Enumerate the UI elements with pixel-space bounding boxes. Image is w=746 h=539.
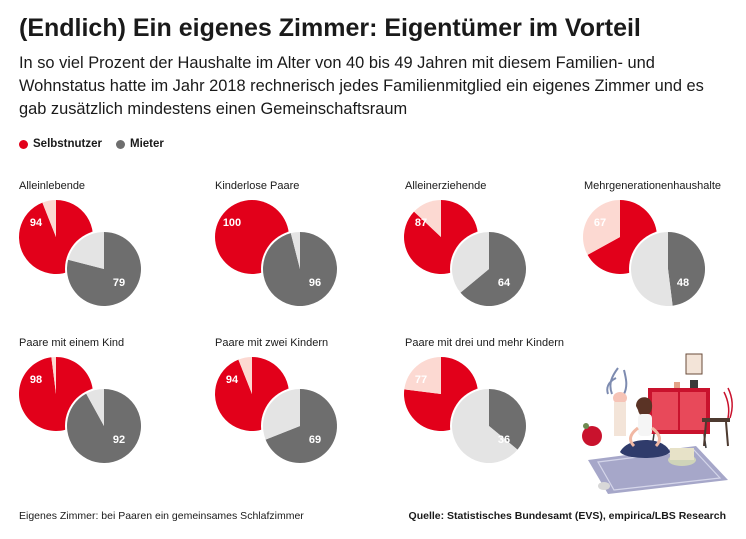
panel-label-paare-mit-zwei-kindern: Paare mit zwei Kindern — [215, 337, 329, 349]
pie-alleinlebende-selbstnutzer-remainder-slice — [42, 200, 56, 237]
pie-alleinlebende-mieter-remainder-slice — [68, 231, 104, 269]
pie-mehrgenerationenhaushalte-selbstnutzer-value-label: 67 — [594, 217, 606, 229]
footnote: Eigenes Zimmer: bei Paaren ein gemeinsam… — [19, 510, 304, 522]
pie-paare-mit-zwei-kindern-mieter-slice — [265, 389, 338, 464]
pie-alleinlebende-mieter-value-label: 79 — [113, 277, 125, 289]
legend-label-selbstnutzer: Selbstnutzer — [33, 138, 103, 150]
panel-label-alleinerziehende: Alleinerziehende — [405, 180, 487, 192]
pie-alleinerziehende-mieter-remainder-slice — [452, 232, 489, 293]
pie-kinderlose-paare-selbstnutzer-value-label: 100 — [223, 217, 241, 229]
pie-paare-mit-einem-kind-selbstnutzer-value-label: 98 — [30, 374, 42, 386]
pie-paare-mit-zwei-kindern-selbstnutzer-remainder-slice — [238, 357, 252, 394]
pie-alleinerziehende-mieter-slice — [460, 232, 527, 306]
legend: Selbstnutzer Mieter — [19, 138, 178, 150]
pie-alleinlebende-selbstnutzer-value-label: 94 — [30, 217, 43, 229]
chart-subtitle: In so viel Prozent der Haushalte im Alte… — [19, 54, 704, 118]
pie-alleinerziehende-selbstnutzer-value-label: 87 — [415, 217, 427, 229]
woman-meditating-illustration — [582, 353, 733, 494]
legend-swatch-selbstnutzer — [19, 139, 28, 149]
pie-paare-mit-einem-kind-mieter-slice — [67, 389, 142, 464]
pie-mehrgenerationenhaushalte-mieter-value-label: 48 — [677, 277, 689, 289]
legend-item-selbstnutzer: Selbstnutzer — [19, 138, 102, 150]
source-note: Quelle: Statistisches Bundesamt (EVS), e… — [408, 510, 726, 522]
pie-mehrgenerationenhaushalte-selbstnutzer-remainder-slice — [583, 200, 620, 255]
legend-label-mieter: Mieter — [130, 138, 164, 150]
panel-label-mehrgenerationenhaushalte: Mehrgenerationenhaushalte — [584, 180, 721, 192]
pie-kinderlose-paare-mieter-value-label: 96 — [309, 277, 321, 289]
pie-paare-mit-zwei-kindern-selbstnutzer-value-label: 94 — [226, 374, 239, 386]
pie-paare-mit-drei-und-mehr-kindern-mieter-slice — [489, 389, 526, 450]
pie-alleinerziehende-mieter-value-label: 64 — [498, 277, 511, 289]
panel-label-kinderlose-paare: Kinderlose Paare — [215, 180, 300, 192]
chart-title: (Endlich) Ein eigenes Zimmer: Eigentümer… — [19, 14, 641, 42]
pie-mehrgenerationenhaushalte-mieter-slice — [668, 231, 706, 306]
pie-paare-mit-drei-und-mehr-kindern-mieter-value-label: 36 — [498, 434, 510, 446]
pie-paare-mit-einem-kind-mieter-value-label: 92 — [113, 434, 125, 446]
panel-label-paare-mit-einem-kind: Paare mit einem Kind — [19, 337, 125, 349]
pie-paare-mit-einem-kind-selbstnutzer-remainder-slice — [51, 357, 56, 394]
pie-kinderlose-paare-mieter-slice — [262, 232, 337, 306]
pie-paare-mit-zwei-kindern-mieter-value-label: 69 — [309, 434, 321, 446]
pie-kinderlose-paare-mieter-remainder-slice — [290, 232, 300, 269]
pie-alleinlebende-mieter-slice — [66, 232, 141, 306]
legend-item-mieter: Mieter — [116, 138, 164, 150]
panel-label-paare-mit-drei-und-mehr-kindern: Paare mit drei und mehr Kindern — [405, 337, 564, 349]
legend-swatch-mieter — [116, 139, 126, 149]
pie-mehrgenerationenhaushalte-mieter-remainder-slice — [631, 232, 673, 306]
pie-paare-mit-einem-kind-mieter-remainder-slice — [86, 389, 104, 426]
pie-paare-mit-drei-und-mehr-kindern-selbstnutzer-value-label: 77 — [415, 374, 427, 386]
pie-alleinerziehende-selbstnutzer-remainder-slice — [414, 200, 441, 237]
pie-paare-mit-drei-und-mehr-kindern-mieter-remainder-slice — [451, 389, 518, 464]
pie-paare-mit-drei-und-mehr-kindern-selbstnutzer-remainder-slice — [404, 357, 441, 394]
panel-label-alleinlebende: Alleinlebende — [19, 180, 86, 192]
pie-paare-mit-zwei-kindern-mieter-remainder-slice — [263, 389, 300, 440]
